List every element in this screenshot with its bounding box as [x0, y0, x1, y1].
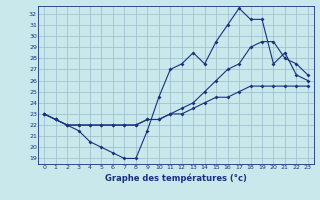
X-axis label: Graphe des températures (°c): Graphe des températures (°c) — [105, 173, 247, 183]
